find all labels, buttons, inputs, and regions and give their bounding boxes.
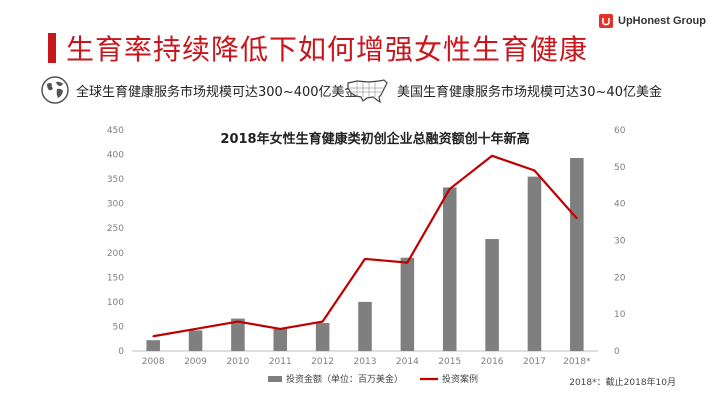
x-tick-label: 2008 xyxy=(142,357,165,367)
funding-bar xyxy=(485,239,499,351)
global-market-fact: 全球生育健康服务市场规模可达300~400亿美金 xyxy=(40,72,358,108)
deals-point xyxy=(406,261,409,264)
y-left-tick-label: 350 xyxy=(107,175,124,185)
funding-bar xyxy=(315,323,330,351)
y-left-tick-label: 450 xyxy=(107,126,124,136)
y-left-tick-label: 200 xyxy=(107,249,124,259)
deals-point xyxy=(194,328,197,330)
y-left-tick-label: 0 xyxy=(118,347,124,357)
deals-point xyxy=(533,169,536,172)
globe-icon xyxy=(41,76,69,104)
deals-point xyxy=(237,320,239,323)
x-tick-label: 2015 xyxy=(438,357,461,367)
x-tick-label: 2011 xyxy=(269,357,292,367)
x-tick-label: 2013 xyxy=(354,357,377,367)
legend-bar-label: 投资金额（单位：百万美金） xyxy=(286,373,403,385)
global-market-text: 全球生育健康服务市场规模可达300~400亿美金 xyxy=(76,84,358,100)
deals-point xyxy=(364,258,366,260)
x-tick-label: 2010 xyxy=(226,357,249,367)
y-right-tick-label: 30 xyxy=(614,237,626,247)
us-market-text: 美国生育健康服务市场规模可达30~40亿美金 xyxy=(397,84,662,100)
brand-logo: UpHonest Group xyxy=(599,10,706,32)
funding-chart: 2018年女性生育健康类初创企业总融资额创十年新高050100150200250… xyxy=(107,126,676,388)
x-tick-label: 2017 xyxy=(523,357,546,367)
chart-footnote: 2018*：截止2018年10月 xyxy=(569,376,676,388)
funding-bar xyxy=(146,340,160,351)
deals-point xyxy=(279,328,282,330)
legend-bar-swatch xyxy=(268,376,282,382)
chart-title: 2018年女性生育健康类初创企业总融资额创十年新高 xyxy=(220,131,529,147)
y-left-tick-label: 100 xyxy=(107,298,124,308)
deals-point xyxy=(576,217,578,220)
legend-line-label: 投资案例 xyxy=(442,373,478,385)
funding-bar xyxy=(231,318,245,351)
y-right-tick-label: 50 xyxy=(614,163,626,173)
funding-bar xyxy=(442,187,457,351)
y-right-tick-label: 10 xyxy=(614,310,626,320)
brand-mark-icon xyxy=(599,14,613,28)
x-tick-label: 2014 xyxy=(396,357,419,367)
deals-point xyxy=(491,154,493,157)
funding-bar xyxy=(358,301,372,351)
y-right-tick-label: 0 xyxy=(614,347,620,357)
funding-bar xyxy=(400,257,415,351)
y-left-tick-label: 150 xyxy=(107,273,124,283)
page-title: 生育率持续降低下如何增强女性生育健康 xyxy=(66,33,589,66)
x-tick-label: 2018* xyxy=(563,357,591,367)
y-right-tick-label: 40 xyxy=(614,200,626,210)
y-right-tick-label: 60 xyxy=(614,126,626,136)
funding-bar xyxy=(188,330,203,351)
x-tick-label: 2009 xyxy=(184,357,207,367)
us-market-fact: 美国生育健康服务市场规模可达30~40亿美金 xyxy=(345,72,662,108)
us-map-icon xyxy=(347,79,388,104)
deals-point xyxy=(448,188,451,190)
deals-point xyxy=(321,320,324,323)
y-left-tick-label: 400 xyxy=(107,151,124,161)
deals-point xyxy=(152,335,154,338)
funding-bar xyxy=(570,157,584,351)
y-left-tick-label: 50 xyxy=(113,322,125,332)
brand-name: UpHonest Group xyxy=(618,15,706,27)
title-accent-bar xyxy=(48,33,56,63)
x-tick-label: 2016 xyxy=(481,357,504,367)
market-facts: 全球生育健康服务市场规模可达300~400亿美金 美国生育健康服务市场规模可达3… xyxy=(40,72,700,108)
funding-bar xyxy=(273,327,288,351)
y-left-tick-label: 250 xyxy=(107,224,124,234)
y-right-tick-label: 20 xyxy=(614,273,626,283)
x-tick-label: 2012 xyxy=(311,357,334,367)
funding-bar xyxy=(527,176,542,351)
y-left-tick-label: 300 xyxy=(107,200,124,210)
